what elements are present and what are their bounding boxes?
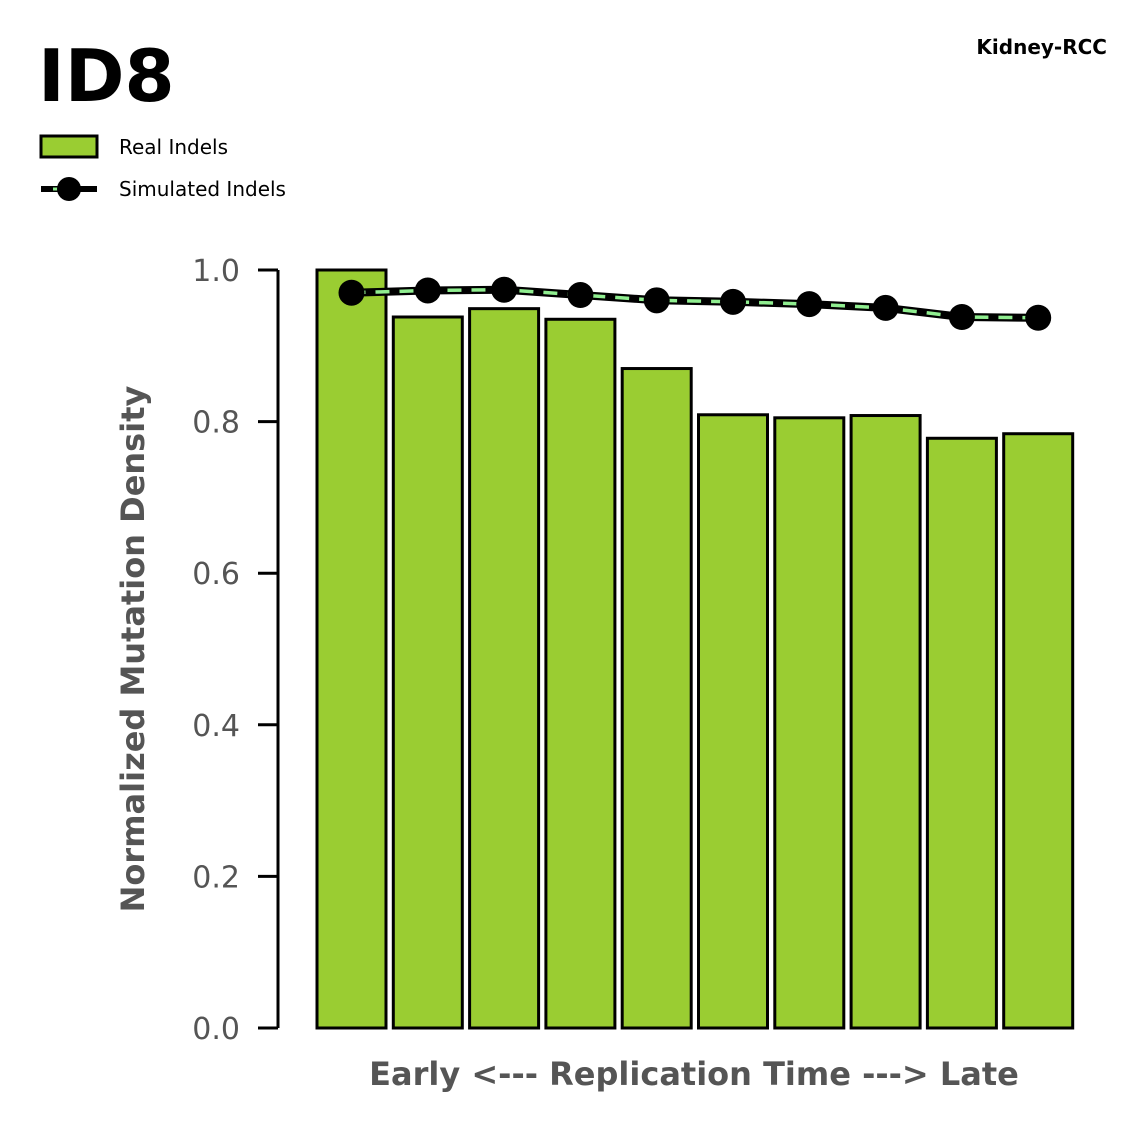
line-simulated-indels: [338, 276, 1052, 331]
chart-title: ID8: [38, 34, 175, 118]
point-simulated-indels: [643, 287, 670, 314]
point-simulated-indels: [796, 291, 823, 318]
series-line-dash-simulated-indels: [351, 287, 1039, 320]
bars-real-indels: [315, 268, 1075, 1030]
legend-label-real-indels: Real Indels: [119, 135, 228, 159]
point-simulated-indels: [948, 303, 975, 330]
y-tick-label: 0.6: [192, 557, 240, 592]
chart-subtitle: Kidney-RCC: [976, 35, 1107, 59]
legend-marker-simulated-indels: [57, 177, 81, 201]
point-simulated-indels: [1025, 304, 1052, 331]
point-simulated-indels: [720, 288, 746, 315]
y-axis-label: Normalized Mutation Density: [114, 386, 152, 913]
legend: Real Indels Simulated Indels: [39, 134, 286, 201]
point-simulated-indels: [491, 276, 518, 303]
point-simulated-indels: [872, 294, 899, 321]
y-tick-label: 0.4: [192, 709, 240, 744]
point-simulated-indels: [338, 279, 365, 306]
point-simulated-indels: [567, 282, 594, 309]
y-tick-label: 1.0: [192, 254, 240, 289]
bar-real-indels: [1002, 432, 1075, 1030]
y-tick-label: 0.2: [192, 860, 240, 895]
bar-real-indels: [391, 315, 464, 1030]
bar-real-indels: [315, 268, 388, 1030]
bar-real-indels: [697, 413, 769, 1030]
y-tick-label: 0.0: [192, 1012, 240, 1047]
x-axis-label: Early <--- Replication Time ---> Late: [369, 1055, 1019, 1093]
bar-real-indels: [849, 414, 922, 1030]
legend-swatch-real-indels: [39, 134, 99, 159]
bar-real-indels: [468, 307, 541, 1030]
bar-real-indels: [620, 367, 693, 1030]
bar-real-indels: [773, 416, 846, 1030]
point-simulated-indels: [414, 277, 441, 304]
bar-real-indels: [925, 436, 998, 1030]
y-tick-label: 0.8: [192, 406, 240, 441]
y-axis: 0.0 0.2 0.4 0.6 0.8 1.0: [192, 254, 280, 1047]
legend-label-simulated-indels: Simulated Indels: [119, 177, 286, 201]
bar-real-indels: [544, 317, 617, 1030]
